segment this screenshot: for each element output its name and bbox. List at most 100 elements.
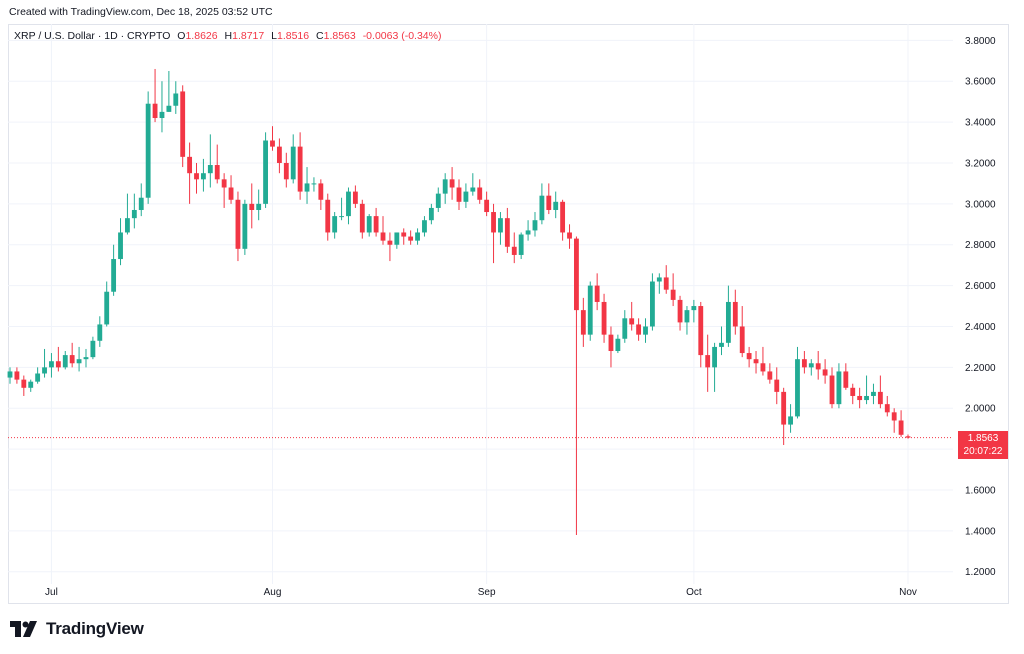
candle-body	[97, 324, 103, 341]
candle	[767, 363, 773, 384]
candle-body	[187, 156, 193, 174]
candle-body	[760, 363, 766, 372]
candle	[428, 203, 434, 225]
candle	[712, 342, 718, 392]
candle	[118, 218, 123, 266]
candle	[705, 334, 711, 392]
candle-body	[725, 301, 731, 343]
last-price-tag: 1.8563 20:07:22	[958, 431, 1008, 459]
candle-body	[608, 334, 614, 352]
candle-body	[104, 291, 110, 325]
candle	[401, 228, 407, 245]
candle-body	[35, 373, 41, 382]
candle-body	[270, 140, 275, 147]
candle-body	[615, 338, 621, 352]
candle	[822, 359, 828, 384]
candle-body	[477, 187, 483, 200]
candle	[580, 297, 586, 347]
high-label: H	[224, 30, 233, 42]
candle-body	[677, 299, 683, 323]
candle-body	[732, 301, 738, 327]
candle-body	[62, 355, 68, 368]
candle	[774, 367, 780, 405]
y-tick-label: 3.4000	[965, 118, 996, 129]
candle-body	[470, 187, 476, 192]
candle-body	[55, 361, 61, 368]
candle	[643, 318, 648, 343]
candle	[891, 408, 897, 433]
candle	[49, 353, 54, 378]
candle	[539, 183, 545, 225]
candle	[829, 367, 835, 409]
x-tick-label: Aug	[264, 587, 282, 598]
candle-body	[442, 179, 448, 194]
candle-body	[656, 277, 662, 282]
candle-body	[622, 318, 628, 339]
candle-body	[601, 301, 607, 335]
candle-body	[194, 173, 199, 180]
x-tick-label: Nov	[899, 587, 917, 598]
grid-lines	[8, 24, 953, 584]
candle-body	[498, 218, 503, 233]
candle-body	[815, 363, 821, 370]
candle	[194, 162, 199, 194]
candle	[732, 289, 738, 335]
candle-body	[304, 183, 310, 192]
candle-body	[131, 209, 137, 219]
candle	[200, 158, 206, 192]
candle	[380, 216, 386, 245]
candle-body	[511, 246, 517, 255]
candle	[125, 193, 130, 235]
candle	[504, 207, 510, 253]
candle	[346, 187, 351, 225]
candle-body	[781, 391, 787, 425]
candle	[28, 379, 34, 392]
candle	[62, 351, 68, 370]
candle-body	[69, 355, 75, 364]
candle-body	[118, 232, 123, 260]
candle-body	[42, 367, 47, 374]
candle-body	[332, 216, 338, 233]
y-tick-label: 3.6000	[965, 77, 996, 88]
candle-body	[180, 91, 186, 157]
candle-body	[166, 105, 172, 112]
candle	[180, 85, 186, 168]
candle-body	[484, 199, 490, 213]
created-caption: Created with TradingView.com, Dec 18, 20…	[9, 6, 273, 18]
candle	[553, 191, 559, 219]
candle	[325, 193, 331, 241]
tradingview-brand[interactable]: TradingView	[10, 619, 144, 639]
candle	[518, 232, 524, 260]
x-tick-label: Oct	[686, 587, 702, 598]
y-tick-label: 3.2000	[965, 158, 996, 169]
candle-body	[891, 412, 897, 421]
candle	[249, 183, 255, 229]
candle-body	[394, 232, 400, 245]
candle-body	[339, 216, 344, 218]
candle-body	[864, 395, 869, 401]
candle-body	[422, 220, 427, 233]
candle	[760, 346, 766, 376]
candle	[83, 348, 89, 368]
candle-body	[822, 369, 828, 376]
candle	[739, 306, 745, 358]
candle	[242, 199, 248, 255]
candle	[498, 212, 503, 245]
candle	[781, 387, 787, 446]
bar-countdown: 20:07:22	[963, 446, 1003, 457]
candle	[629, 301, 635, 331]
candle	[574, 236, 579, 535]
candle-body	[587, 285, 593, 335]
candle-body	[795, 359, 800, 417]
candle-body	[408, 236, 414, 241]
candle	[373, 207, 379, 237]
candle	[97, 316, 103, 347]
candle	[857, 387, 863, 409]
y-tick-label: 2.8000	[965, 240, 996, 251]
open-value: 1.8626	[185, 30, 218, 42]
candle	[207, 134, 213, 188]
candle-body	[76, 359, 82, 364]
candle-body	[235, 199, 241, 249]
candle	[187, 142, 193, 204]
